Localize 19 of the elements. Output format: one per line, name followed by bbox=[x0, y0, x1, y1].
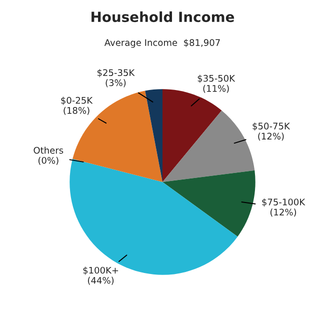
data-label: (12%) bbox=[258, 132, 284, 141]
data-label: (44%) bbox=[88, 276, 114, 285]
slice-label: $75-100K bbox=[262, 198, 306, 207]
data-label: (11%) bbox=[203, 84, 229, 93]
slice-label: $50-75K bbox=[252, 122, 290, 131]
chart-title: Household Income bbox=[92, 11, 234, 22]
slice-label: $100K+ bbox=[83, 266, 118, 275]
pie-slice bbox=[162, 170, 256, 237]
data-label: (3%) bbox=[106, 79, 126, 88]
data-label: (18%) bbox=[64, 106, 90, 115]
category-label: Others bbox=[34, 146, 64, 154]
chart-subtitle: Average Income $81,907 bbox=[104, 39, 220, 48]
pie-slice bbox=[70, 158, 238, 275]
text: (0%) bbox=[38, 156, 58, 165]
pie-slice bbox=[145, 89, 162, 182]
data-label: (12%) bbox=[270, 208, 296, 217]
slice-label: $25-35K bbox=[97, 69, 135, 78]
slice-label: $0-25K bbox=[61, 96, 93, 105]
slice-label: $35-50K bbox=[198, 74, 236, 83]
